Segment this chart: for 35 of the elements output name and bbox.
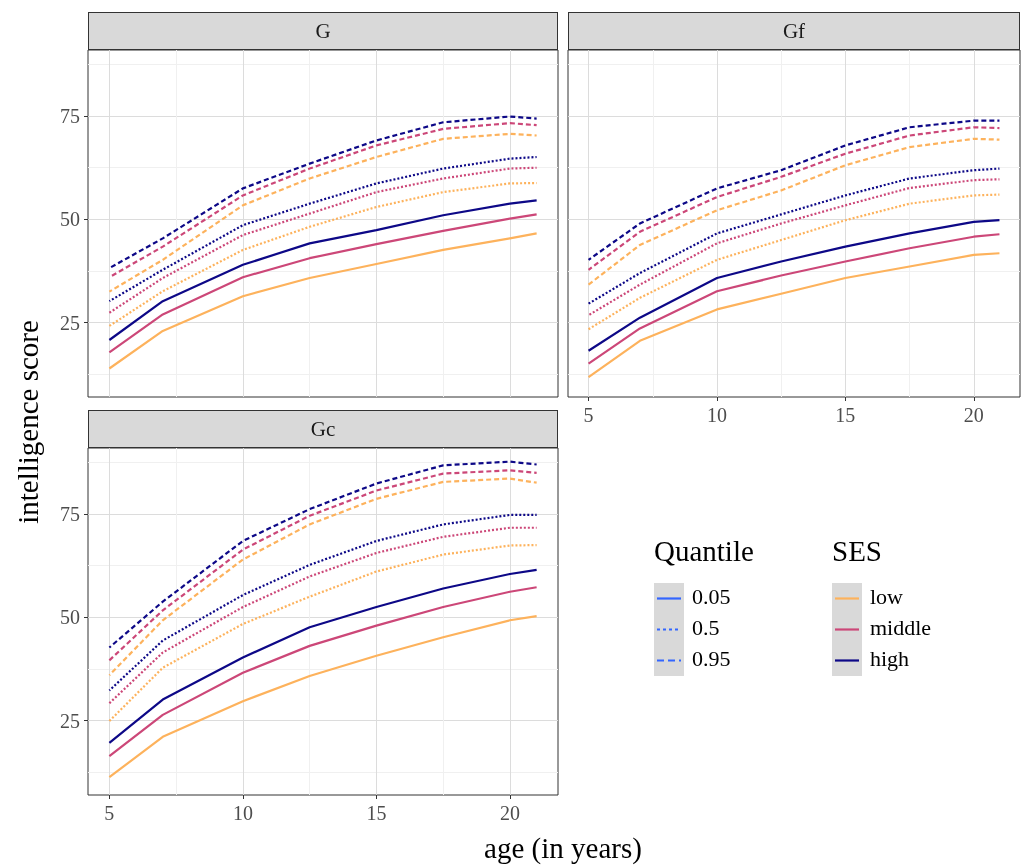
y-tick-label: 50 <box>60 606 80 629</box>
x-tick-label: 10 <box>232 802 253 824</box>
text: SES <box>832 535 882 568</box>
y-tick-label: 75 <box>60 105 80 128</box>
x-tick-label: 20 <box>963 404 984 426</box>
line-series <box>108 181 538 328</box>
x-axis-title: age (in years) <box>484 831 642 865</box>
text: low <box>870 584 903 610</box>
y-tick-label: 50 <box>60 208 80 231</box>
x-tick-label: 15 <box>366 802 387 824</box>
text: Quantile <box>654 535 754 568</box>
chart-title: Gf <box>568 12 1020 50</box>
line-series <box>108 586 538 758</box>
y-axis-title: intelligence score <box>11 320 45 524</box>
y-tick-label: 25 <box>60 709 80 732</box>
x-tick-label: 15 <box>835 404 856 426</box>
line-series <box>108 568 538 745</box>
text: 0.5 <box>692 615 720 641</box>
x-tick-label: 10 <box>706 404 727 426</box>
line-series <box>108 543 538 723</box>
chart-title: G <box>88 12 558 50</box>
text: 0.95 <box>692 646 731 672</box>
text: middle <box>870 615 932 641</box>
line-series <box>108 615 538 779</box>
text: high <box>870 646 910 672</box>
line-series <box>108 199 538 342</box>
x-tick-label: 20 <box>499 802 520 824</box>
x-tick-label: 5 <box>104 802 115 824</box>
line-series <box>108 232 538 370</box>
x-tick-label: 5 <box>583 404 594 426</box>
text: 0.05 <box>692 584 731 610</box>
chart-title: Gc <box>88 410 558 448</box>
line-series <box>108 213 538 354</box>
y-tick-label: 25 <box>60 311 80 334</box>
y-tick-label: 75 <box>60 503 80 526</box>
